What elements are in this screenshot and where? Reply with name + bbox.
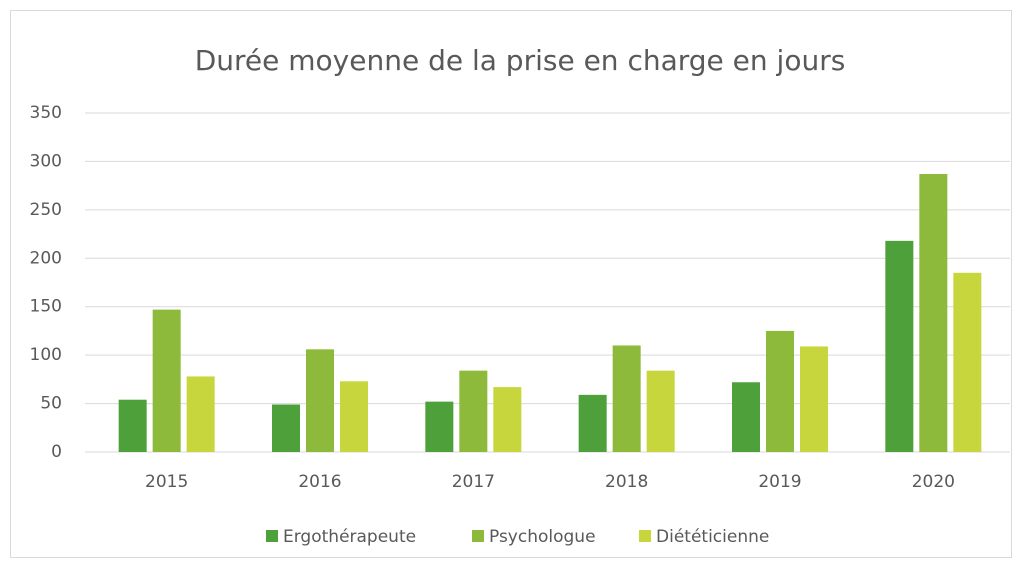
bar [732,382,760,452]
legend-swatch [472,530,484,542]
legend-label: Psychologue [489,527,596,547]
y-tick-label: 100 [30,345,62,365]
chart-frame [10,10,1012,558]
legend-label: Diététicienne [656,527,769,547]
bar [272,404,300,452]
bar [766,330,794,452]
x-tick-label: 2019 [758,472,801,492]
chart-title: Durée moyenne de la prise en charge en j… [195,44,846,77]
legend-swatch [639,530,651,542]
bar [578,394,607,452]
x-tick-label: 2016 [298,472,341,492]
y-tick-label: 0 [51,442,62,462]
y-tick-label: 250 [30,200,62,220]
bar [800,346,828,452]
y-tick-label: 350 [30,103,62,123]
y-tick-label: 150 [30,297,62,317]
y-tick-label: 300 [30,151,62,171]
bar [425,401,454,452]
x-tick-label: 2017 [452,472,495,492]
legend-swatch [266,530,278,542]
bar [306,349,334,452]
y-tick-label: 50 [40,394,62,414]
bar [459,370,488,452]
bar [340,381,368,452]
x-tick-label: 2015 [145,472,188,492]
bar [118,399,147,452]
bar [646,370,675,452]
bar [152,309,181,452]
bar [919,174,948,452]
bar [885,240,914,452]
legend-label: Ergothérapeute [283,527,416,547]
bar [612,345,641,452]
bar [493,387,522,452]
bar [186,376,215,452]
x-tick-label: 2018 [605,472,648,492]
y-tick-label: 200 [30,248,62,268]
x-tick-label: 2020 [912,472,955,492]
bar [953,272,982,452]
